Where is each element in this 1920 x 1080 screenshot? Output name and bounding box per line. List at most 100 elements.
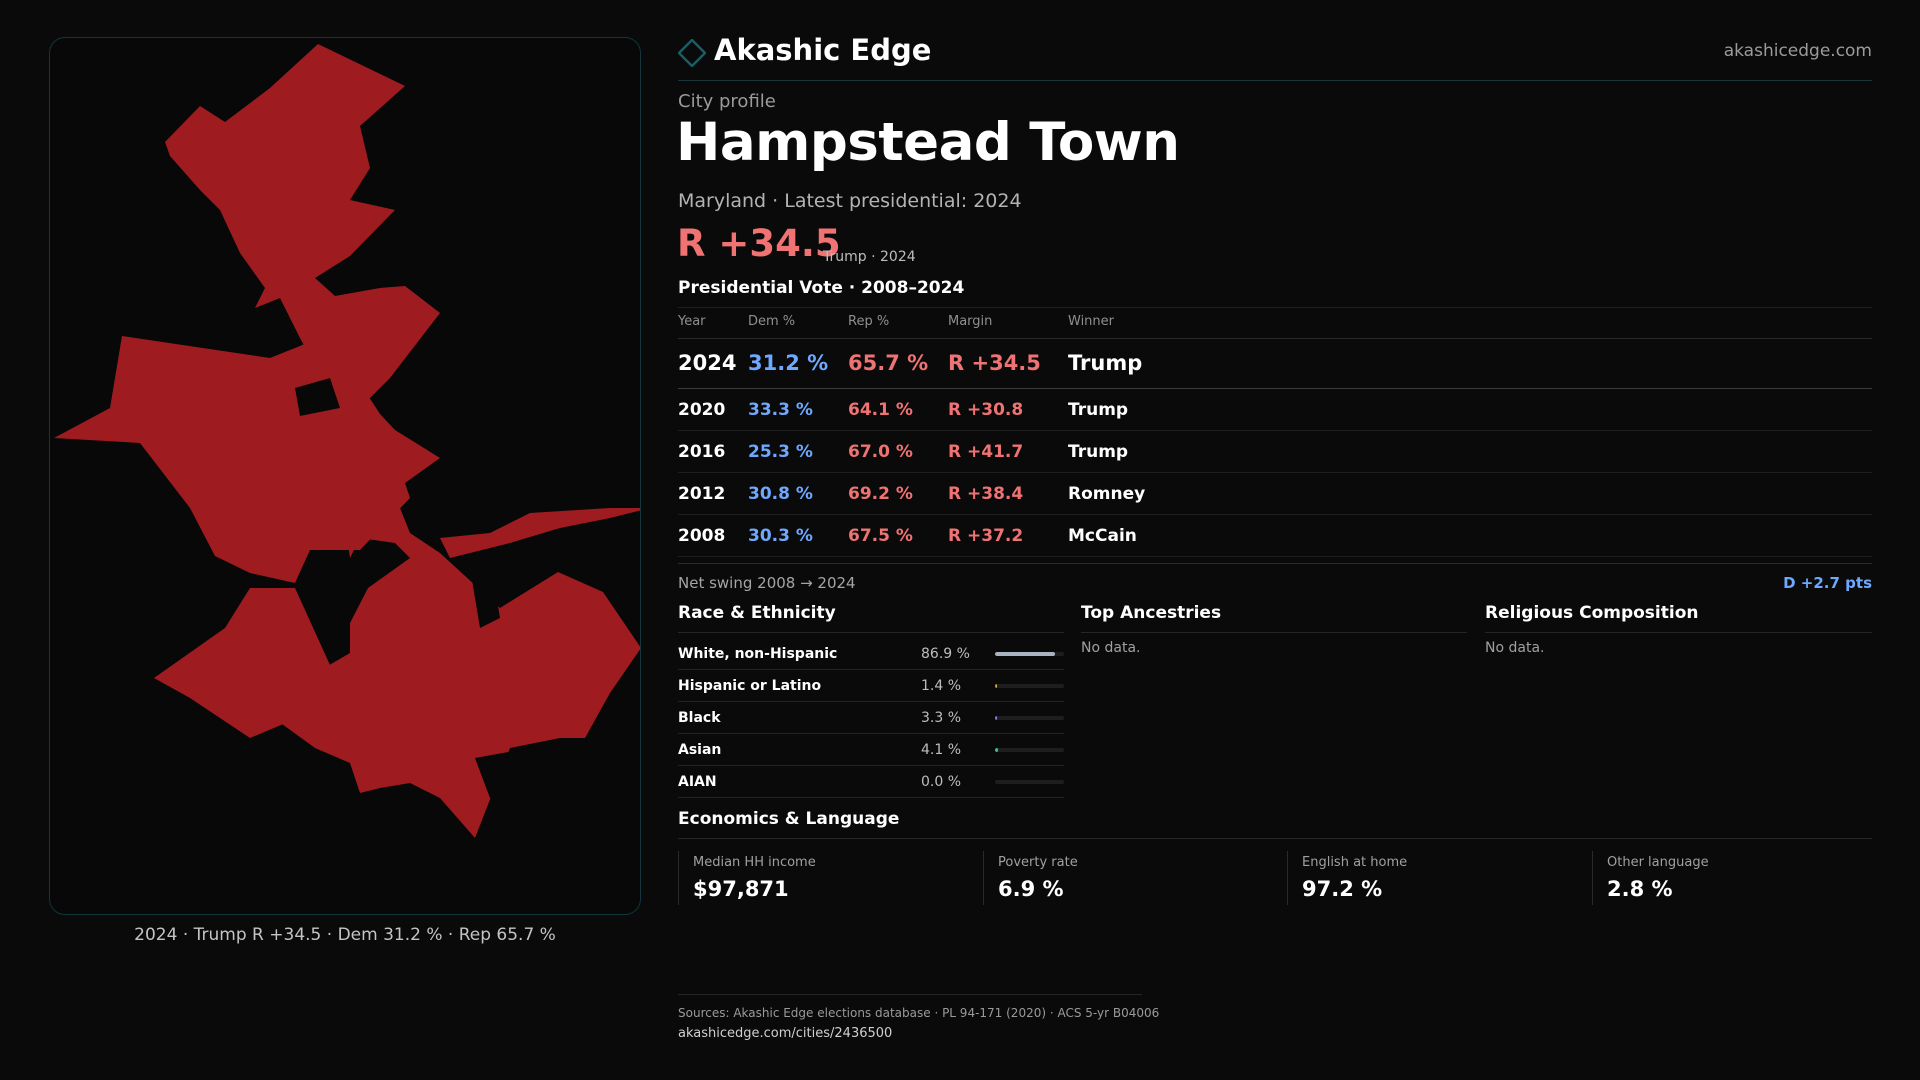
row-rep: 67.5 %: [848, 526, 913, 546]
row-winner: Romney: [1068, 484, 1146, 504]
religion-empty: No data.: [1485, 640, 1545, 656]
district-map: [49, 37, 641, 915]
race-section-title: Race & Ethnicity: [678, 603, 836, 623]
poverty-rate-card: Poverty rate 6.9 %: [983, 851, 1287, 905]
row-dem: 33.3 %: [748, 400, 813, 420]
race-name: AIAN: [678, 774, 717, 790]
ancestries-empty: No data.: [1081, 640, 1141, 656]
site-url-link[interactable]: akashicedge.com: [1723, 41, 1872, 61]
race-bar-track: [995, 748, 1064, 752]
econ-label: Poverty rate: [998, 855, 1078, 870]
row-dem: 25.3 %: [748, 442, 813, 462]
race-bar-fill: [995, 716, 998, 720]
table-row: 2012 30.8 % 69.2 % R +38.4 Romney: [678, 473, 1872, 515]
table-row: 2020 33.3 % 64.1 % R +30.8 Trump: [678, 389, 1872, 431]
page-subtitle: Maryland · Latest presidential: 2024: [678, 190, 1022, 212]
col-winner: Winner: [1068, 314, 1115, 329]
map-holes: [295, 378, 530, 808]
race-row: Asian 4.1 %: [678, 734, 1064, 766]
econ-label: Other language: [1607, 855, 1709, 870]
race-divider: [678, 632, 1064, 633]
latest-margin: R +34.5: [677, 222, 841, 265]
row-rep: 65.7 %: [848, 351, 929, 375]
ancestries-section-title: Top Ancestries: [1081, 603, 1222, 623]
brand-diamond-icon: [678, 39, 706, 67]
precinct-shapes: [54, 44, 640, 838]
brand-name[interactable]: Akashic Edge: [714, 33, 932, 67]
col-year: Year: [678, 314, 706, 329]
table-row: 2008 30.3 % 67.5 % R +37.2 McCain: [678, 515, 1872, 557]
race-bar-track: [995, 652, 1064, 656]
row-year: 2020: [678, 400, 726, 420]
race-bar-track: [995, 716, 1064, 720]
col-rep: Rep %: [848, 314, 890, 329]
footer-url-link[interactable]: akashicedge.com/cities/2436500: [678, 1026, 893, 1041]
race-row: AIAN 0.0 %: [678, 766, 1064, 798]
econ-label: Median HH income: [693, 855, 816, 870]
row-winner: Trump: [1068, 400, 1129, 420]
race-pct: 4.1 %: [921, 742, 962, 758]
race-bar-fill: [995, 652, 1055, 656]
sources-text: Sources: Akashic Edge elections database…: [678, 1006, 1160, 1020]
col-dem: Dem %: [748, 314, 796, 329]
page-title: Hampstead Town: [676, 112, 1180, 173]
row-year: 2024: [678, 351, 737, 375]
row-winner: Trump: [1068, 351, 1143, 375]
race-pct: 1.4 %: [921, 678, 962, 694]
page-eyebrow: City profile: [678, 91, 776, 112]
econ-label: English at home: [1302, 855, 1408, 870]
economics-divider: [678, 838, 1872, 839]
net-swing-value: D +2.7 pts: [1783, 574, 1872, 592]
footer-divider: [678, 994, 1142, 995]
latest-margin-note: Trump · 2024: [823, 249, 916, 265]
site-header: Akashic Edge akashicedge.com: [678, 30, 1872, 81]
median-income-card: Median HH income $97,871: [678, 851, 982, 905]
col-margin: Margin: [948, 314, 993, 329]
presidential-heading: Presidential Vote · 2008–2024: [678, 278, 965, 298]
row-margin: R +34.5: [948, 351, 1041, 375]
race-pct: 86.9 %: [921, 646, 970, 662]
race-pct: 3.3 %: [921, 710, 962, 726]
race-bar-track: [995, 780, 1064, 784]
net-swing-row: Net swing 2008 → 2024 D +2.7 pts: [678, 563, 1872, 595]
other-language-card: Other language 2.8 %: [1592, 851, 1872, 905]
district-map-shape: [54, 44, 640, 838]
row-dem: 30.3 %: [748, 526, 813, 546]
row-margin: R +30.8: [948, 400, 1024, 420]
race-name: Black: [678, 710, 721, 726]
religion-section-title: Religious Composition: [1485, 603, 1699, 623]
row-margin: R +38.4: [948, 484, 1024, 504]
econ-value: 6.9 %: [998, 877, 1064, 901]
race-row: White, non-Hispanic 86.9 %: [678, 638, 1064, 670]
row-dem: 30.8 %: [748, 484, 813, 504]
row-margin: R +37.2: [948, 526, 1024, 546]
race-row: Hispanic or Latino 1.4 %: [678, 670, 1064, 702]
race-name: Hispanic or Latino: [678, 678, 822, 694]
row-rep: 64.1 %: [848, 400, 913, 420]
econ-value: $97,871: [693, 877, 789, 901]
race-row: Black 3.3 %: [678, 702, 1064, 734]
race-pct: 0.0 %: [921, 774, 962, 790]
race-bar-fill: [995, 748, 998, 752]
row-dem: 31.2 %: [748, 351, 829, 375]
row-rep: 67.0 %: [848, 442, 913, 462]
row-winner: McCain: [1068, 526, 1137, 546]
net-swing-label: Net swing 2008 → 2024: [678, 574, 856, 592]
race-bar-track: [995, 684, 1064, 688]
econ-value: 97.2 %: [1302, 877, 1383, 901]
presidential-table: Year Dem % Rep % Margin Winner 2024 31.2…: [678, 307, 1872, 557]
row-winner: Trump: [1068, 442, 1129, 462]
religion-divider: [1485, 632, 1872, 633]
table-row-latest: 2024 31.2 % 65.7 % R +34.5 Trump: [678, 339, 1872, 389]
ancestries-divider: [1081, 632, 1467, 633]
english-at-home-card: English at home 97.2 %: [1287, 851, 1591, 905]
econ-value: 2.8 %: [1607, 877, 1673, 901]
row-margin: R +41.7: [948, 442, 1024, 462]
row-year: 2016: [678, 442, 726, 462]
race-name: Asian: [678, 742, 722, 758]
race-bar-fill: [995, 684, 997, 688]
table-header: Year Dem % Rep % Margin Winner: [678, 308, 1872, 339]
map-caption: 2024 · Trump R +34.5 · Dem 31.2 % · Rep …: [134, 925, 556, 945]
row-rep: 69.2 %: [848, 484, 913, 504]
row-year: 2012: [678, 484, 726, 504]
